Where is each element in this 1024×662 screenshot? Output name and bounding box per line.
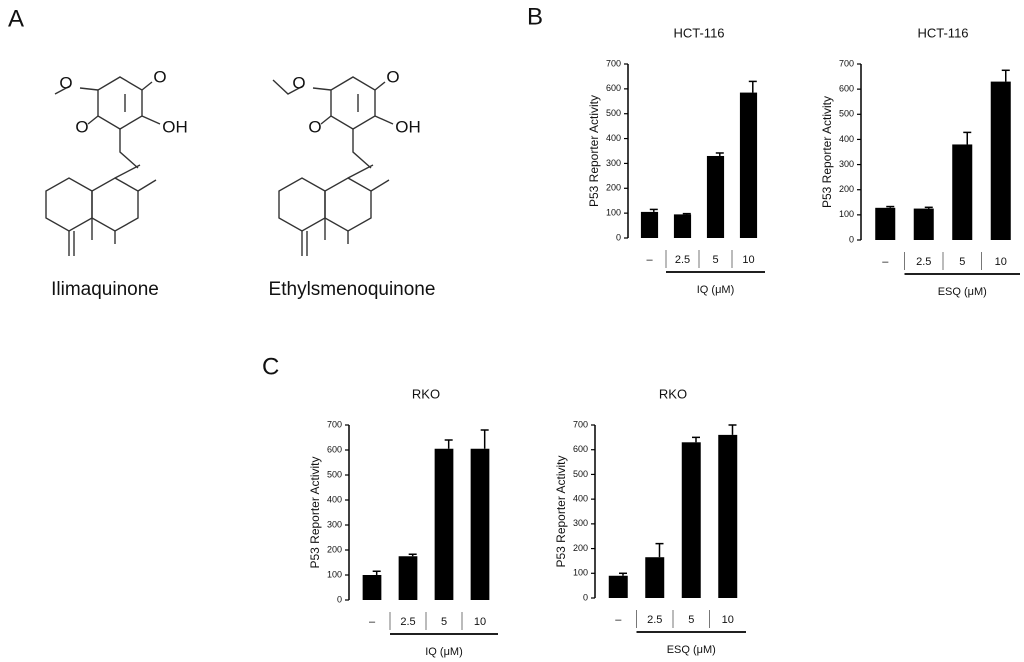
y-tick-label: 500: [839, 109, 854, 119]
y-tick-label: 100: [606, 208, 621, 218]
structure: [45, 76, 161, 256]
x-tick-label: 10: [474, 616, 486, 628]
x-tick-label: 10: [742, 254, 754, 266]
bar: [434, 448, 454, 600]
quinone-ring: [97, 76, 143, 130]
atom-label: O: [153, 67, 166, 86]
x-tick-label: –: [615, 614, 622, 626]
y-tick-label: 0: [616, 232, 621, 242]
x-tick-label: 5: [712, 254, 718, 266]
x-tick-label: 2.5: [916, 256, 931, 268]
structure: [272, 76, 394, 256]
x-axis-label: IQ (μM): [425, 646, 463, 658]
y-tick-label: 100: [839, 209, 854, 219]
y-tick-label: 700: [839, 58, 854, 68]
y-tick-label: 400: [573, 494, 588, 504]
y-tick-label: 500: [573, 469, 588, 479]
y-tick-label: 600: [839, 84, 854, 94]
bar: [718, 434, 738, 598]
y-tick-label: 400: [327, 494, 342, 504]
x-tick-label: –: [882, 256, 889, 268]
bar: [645, 557, 665, 598]
y-tick-label: 0: [849, 234, 854, 244]
y-tick-label: 700: [573, 419, 588, 429]
y-axis-label: P53 Reporter Activity: [308, 456, 322, 568]
x-tick-label: 10: [722, 614, 734, 626]
y-tick-label: 200: [327, 544, 342, 554]
x-tick-label: 5: [441, 616, 447, 628]
y-tick-label: 600: [573, 444, 588, 454]
x-tick-label: 10: [995, 256, 1007, 268]
bar: [739, 92, 758, 238]
x-tick-label: 5: [959, 256, 965, 268]
bar: [673, 214, 692, 238]
y-tick-label: 600: [606, 83, 621, 93]
bar: [706, 155, 725, 238]
y-tick-label: 200: [839, 184, 854, 194]
y-tick-label: 700: [327, 419, 342, 429]
y-tick-label: 200: [573, 543, 588, 553]
y-tick-label: 300: [327, 519, 342, 529]
y-tick-label: 400: [606, 133, 621, 143]
y-tick-label: 200: [606, 183, 621, 193]
bar: [875, 207, 896, 240]
y-tick-label: 0: [583, 592, 588, 602]
y-tick-label: 0: [337, 594, 342, 604]
x-axis-label: IQ (μM): [697, 284, 735, 296]
y-tick-label: 600: [327, 444, 342, 454]
compound-name: Ilimaquinone: [51, 279, 159, 300]
atom-label: O: [75, 117, 88, 136]
y-tick-label: 400: [839, 134, 854, 144]
x-tick-label: –: [369, 616, 376, 628]
y-tick-label: 100: [327, 569, 342, 579]
y-tick-label: 300: [573, 518, 588, 528]
y-tick-label: 700: [606, 58, 621, 68]
y-axis-label: P53 Reporter Activity: [554, 455, 568, 567]
x-axis-label: ESQ (μM): [667, 644, 716, 656]
bar: [398, 556, 418, 600]
y-tick-label: 300: [606, 158, 621, 168]
bar: [681, 442, 701, 598]
x-tick-label: 2.5: [675, 254, 690, 266]
x-tick-label: 5: [688, 614, 694, 626]
y-tick-label: 500: [606, 108, 621, 118]
atom-label: OH: [162, 117, 188, 136]
atom-label: O: [308, 117, 321, 136]
x-tick-label: 2.5: [400, 616, 415, 628]
x-axis-label: ESQ (μM): [938, 286, 987, 298]
x-tick-label: –: [646, 254, 653, 266]
y-axis-label: P53 Reporter Activity: [587, 95, 601, 207]
bar: [640, 211, 659, 238]
bar: [362, 575, 382, 600]
y-tick-label: 100: [573, 568, 588, 578]
atom-label: O: [386, 67, 399, 86]
bar: [608, 575, 628, 598]
panel-label: C: [262, 353, 279, 380]
y-axis-label: P53 Reporter Activity: [820, 96, 834, 208]
y-tick-label: 500: [327, 469, 342, 479]
chart-title: RKO: [412, 386, 440, 401]
atom-label: O: [292, 73, 305, 92]
panel-label: B: [527, 3, 543, 30]
atom-label: O: [59, 73, 72, 92]
chart-title: RKO: [659, 386, 687, 401]
bar: [913, 208, 934, 240]
atom-label: OH: [395, 117, 421, 136]
compound-name: Ethylsmenoquinone: [269, 279, 436, 300]
bar: [470, 448, 490, 600]
chart-title: HCT-116: [917, 25, 968, 40]
y-tick-label: 300: [839, 159, 854, 169]
chart-title: HCT-116: [673, 25, 724, 40]
bar: [952, 144, 973, 240]
bar: [990, 81, 1011, 240]
x-tick-label: 2.5: [647, 614, 662, 626]
panel-label: A: [8, 5, 24, 32]
